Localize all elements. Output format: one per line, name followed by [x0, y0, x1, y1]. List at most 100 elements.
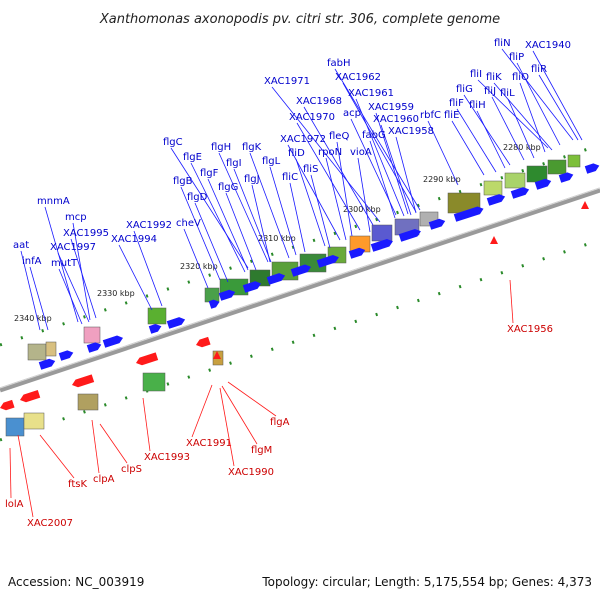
reverse-gene-arrow — [196, 336, 211, 348]
forward-gene-label[interactable]: fliP — [509, 52, 524, 63]
gene-arrows — [0, 163, 600, 411]
reverse-gene-label[interactable]: clpS — [121, 464, 142, 475]
forward-gene-label[interactable]: XAC1995 — [63, 228, 109, 239]
kbp-label: 2330 kbp — [97, 289, 135, 298]
gene-block — [27, 343, 47, 361]
forward-gene-label[interactable]: fliN — [494, 38, 511, 49]
forward-gene-label[interactable]: XAC1962 — [335, 72, 381, 83]
forward-label-leader — [477, 79, 549, 149]
forward-label-leader — [225, 192, 257, 271]
reverse-gene-label[interactable]: XAC1991 — [186, 438, 232, 449]
forward-gene-label[interactable]: fliH — [469, 100, 486, 111]
forward-label-leader — [289, 182, 306, 253]
forward-gene-label[interactable]: infA — [22, 256, 42, 267]
forward-gene-label[interactable]: flgE — [183, 152, 202, 163]
forward-gene-arrow — [266, 273, 286, 285]
forward-gene-label[interactable]: fabG — [362, 130, 386, 141]
forward-gene-label[interactable]: XAC1972 — [280, 134, 326, 145]
forward-gene-label[interactable]: XAC1961 — [348, 88, 394, 99]
reverse-label-leader — [39, 434, 75, 479]
reverse-label-leader — [221, 385, 258, 445]
forward-gene-label[interactable]: fliO — [512, 72, 529, 83]
forward-gene-label[interactable]: fliR — [531, 64, 547, 75]
forward-gene-label[interactable]: XAC1958 — [388, 126, 434, 137]
forward-gene-label[interactable]: flgC — [163, 137, 183, 148]
forward-label-leader — [183, 228, 209, 289]
forward-gene-label[interactable]: fliC — [282, 172, 298, 183]
forward-gene-arrow — [370, 238, 393, 252]
forward-gene-label[interactable]: fliS — [303, 164, 318, 175]
forward-gene-arrow — [166, 317, 186, 329]
forward-gene-label[interactable]: XAC1992 — [126, 220, 172, 231]
gene-block — [504, 172, 526, 189]
reverse-label-leader — [227, 381, 277, 417]
forward-gene-label[interactable]: fliG — [456, 84, 473, 95]
forward-gene-label[interactable]: fliE — [444, 110, 459, 121]
forward-gene-label[interactable]: acp — [343, 108, 361, 119]
forward-gene-label[interactable]: flgK — [242, 142, 262, 153]
forward-gene-label[interactable]: flgJ — [244, 174, 260, 185]
forward-label-leader — [375, 112, 409, 215]
reverse-gene-label[interactable]: XAC1993 — [144, 452, 190, 463]
forward-label-leader — [271, 86, 381, 223]
reverse-gene-arrow — [20, 390, 41, 403]
reverse-gene-label[interactable]: flgM — [251, 445, 272, 456]
forward-label-leader — [463, 94, 511, 166]
gene-block — [142, 372, 166, 392]
forward-gene-label[interactable]: mcp — [65, 212, 87, 223]
forward-gene-label[interactable]: flgD — [187, 192, 208, 203]
forward-gene-arrow — [290, 264, 312, 277]
forward-gene-label[interactable]: aat — [13, 240, 29, 251]
forward-label-leader — [476, 110, 506, 169]
forward-label-leader — [133, 230, 163, 307]
forward-gene-label[interactable]: flgL — [262, 156, 281, 167]
forward-label-leader — [334, 68, 421, 211]
forward-gene-arrow — [316, 254, 339, 268]
reverse-gene-label[interactable]: XAC2007 — [27, 518, 73, 529]
forward-gene-label[interactable]: flgH — [211, 142, 231, 153]
forward-gene-label[interactable]: fliF — [449, 98, 464, 109]
kbp-label: 2300 kbp — [343, 205, 381, 214]
forward-gene-label[interactable]: fliK — [486, 72, 502, 83]
forward-gene-label[interactable]: mnmA — [37, 196, 70, 207]
forward-gene-label[interactable]: rbfC — [420, 110, 441, 121]
forward-gene-label[interactable]: fliD — [288, 148, 305, 159]
forward-gene-label[interactable]: fliJ — [484, 86, 496, 97]
forward-gene-label[interactable]: XAC1994 — [111, 234, 157, 245]
map-title: Xanthomonas axonopodis pv. citri str. 30… — [99, 12, 500, 27]
reverse-gene-arrow — [72, 374, 95, 388]
forward-gene-label[interactable]: XAC1940 — [525, 40, 571, 51]
forward-gene-label[interactable]: XAC1970 — [289, 112, 335, 123]
forward-gene-label[interactable]: XAC1959 — [368, 102, 414, 113]
forward-gene-label[interactable]: XAC1971 — [264, 76, 310, 87]
reverse-label-leader — [219, 387, 235, 467]
forward-gene-label[interactable]: rpoN — [318, 147, 342, 158]
reverse-gene-label[interactable]: XAC1990 — [228, 467, 274, 478]
forward-gene-label[interactable]: fleQ — [329, 131, 349, 142]
forward-gene-label[interactable]: flgI — [226, 158, 242, 169]
forward-label-leader — [57, 252, 90, 323]
forward-label-leader — [218, 152, 269, 263]
forward-gene-label[interactable]: cheV — [176, 218, 201, 229]
forward-label-leader — [380, 124, 412, 216]
reverse-label-leader — [99, 423, 128, 464]
forward-gene-label[interactable]: fliI — [470, 69, 482, 80]
forward-gene-label[interactable]: mutT — [51, 258, 78, 269]
forward-gene-label[interactable]: flgG — [218, 182, 238, 193]
forward-gene-label[interactable]: fabH — [327, 58, 351, 69]
forward-gene-label[interactable]: fliL — [500, 88, 515, 99]
forward-gene-label[interactable]: XAC1968 — [296, 96, 342, 107]
gene-block — [204, 287, 220, 303]
reverse-gene-label[interactable]: flgA — [270, 417, 290, 428]
reverse-gene-label[interactable]: clpA — [93, 474, 115, 485]
reverse-gene-label[interactable]: XAC1956 — [507, 324, 553, 335]
reverse-gene-label[interactable]: ftsK — [68, 479, 87, 490]
reverse-label-leader — [17, 434, 34, 518]
reverse-gene-label[interactable]: lolA — [5, 499, 24, 510]
forward-gene-label[interactable]: flgB — [173, 176, 193, 187]
forward-gene-label[interactable]: XAC1960 — [373, 114, 419, 125]
forward-gene-label[interactable]: vioA — [350, 147, 372, 158]
forward-gene-label[interactable]: flgF — [200, 168, 219, 179]
forward-gene-label[interactable]: XAC1997 — [50, 242, 96, 253]
